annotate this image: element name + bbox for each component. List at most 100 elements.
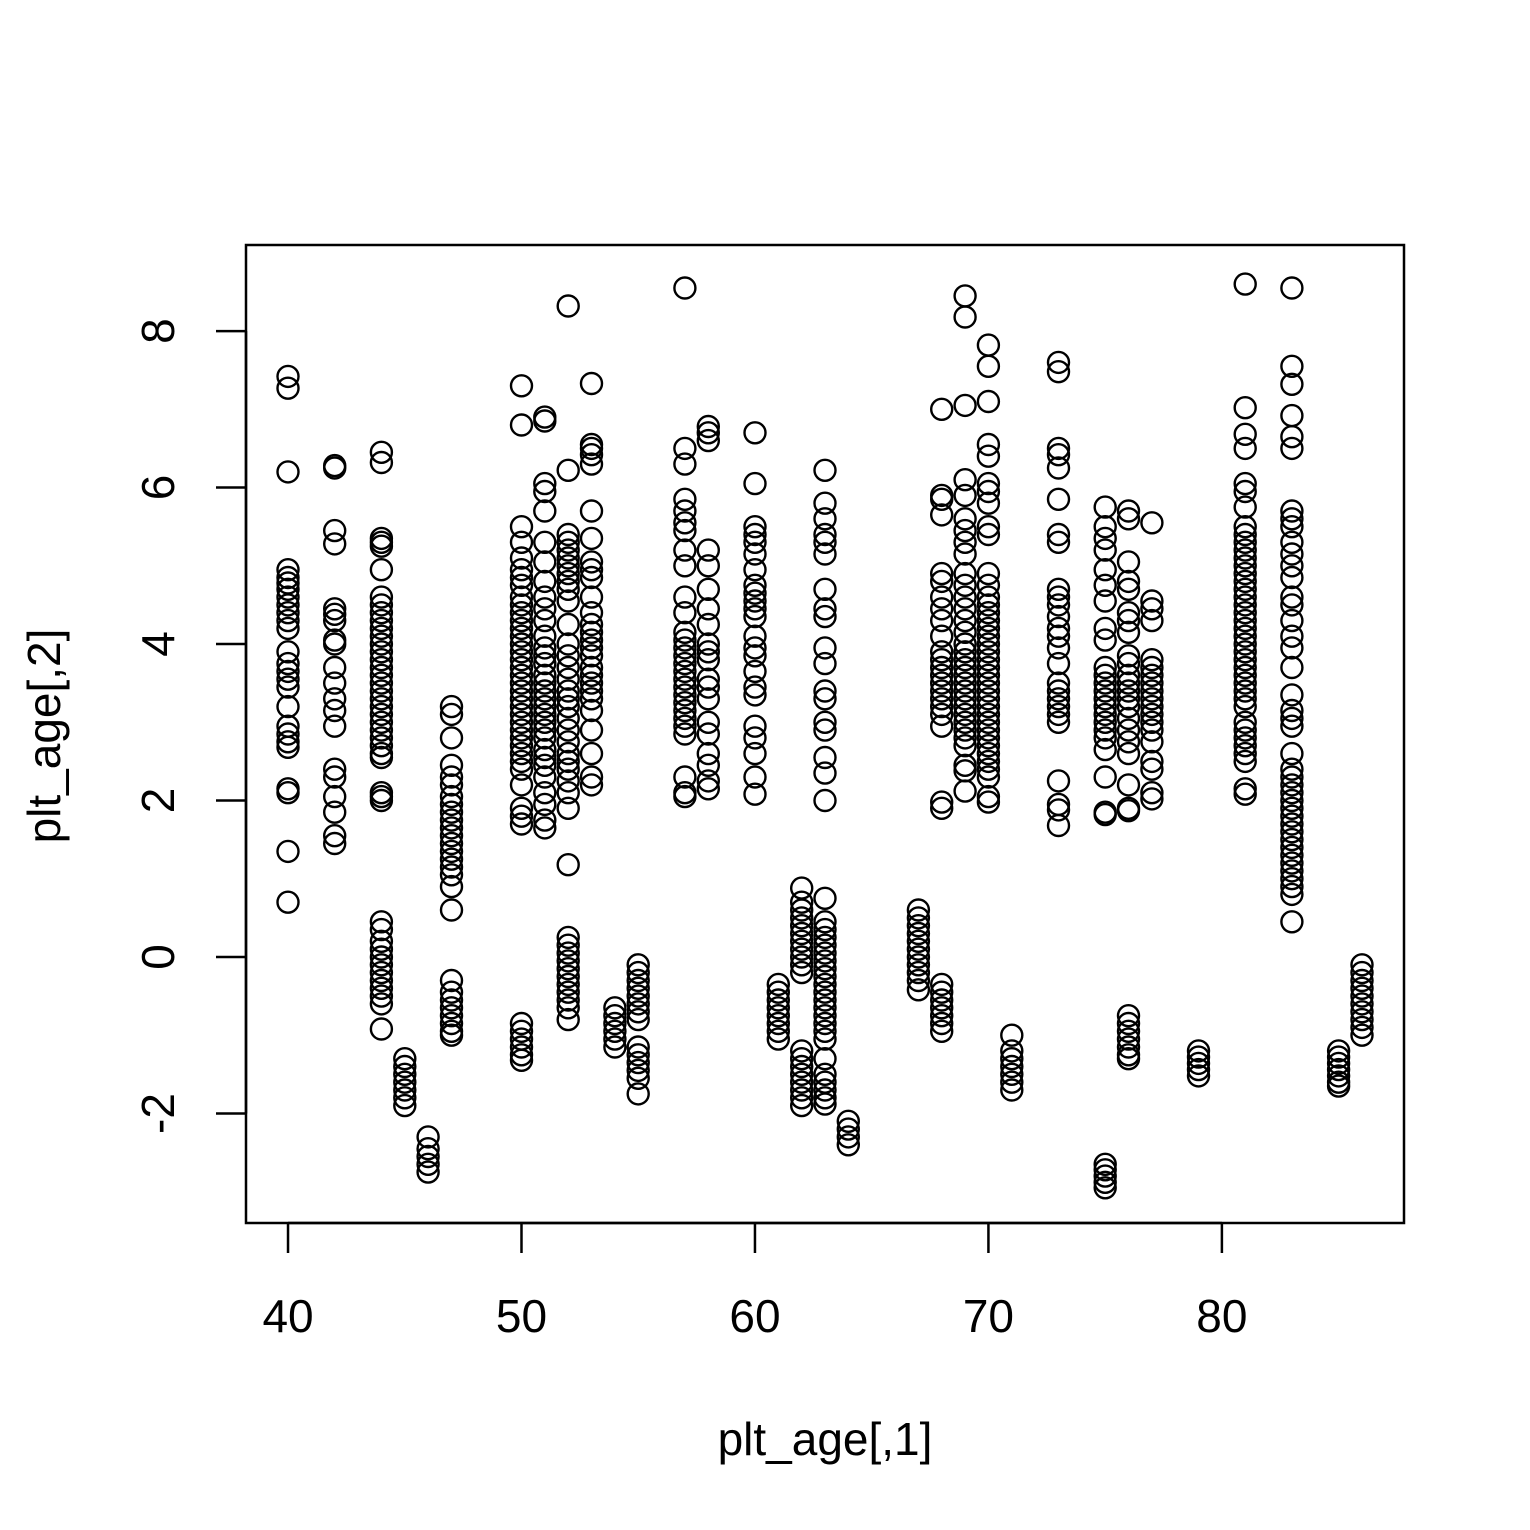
- data-point: [1116, 620, 1141, 644]
- data-point: [976, 444, 1001, 468]
- data-point: [1350, 984, 1374, 1008]
- data-point: [1326, 1074, 1351, 1098]
- data-point: [393, 1070, 417, 1094]
- data-point: [439, 784, 464, 809]
- data-point: [743, 741, 767, 766]
- data-point: [1093, 495, 1117, 519]
- data-point: [813, 996, 837, 1020]
- data-point: [1186, 1039, 1211, 1063]
- data-point: [976, 749, 1001, 774]
- data-point: [276, 577, 300, 601]
- data-point: [323, 714, 347, 738]
- data-point: [813, 761, 837, 785]
- x-tick-label: 60: [729, 1290, 780, 1342]
- data-point: [930, 503, 954, 527]
- data-point: [813, 964, 837, 989]
- data-point: [1186, 1045, 1211, 1069]
- data-point: [1093, 1170, 1117, 1195]
- data-point: [509, 585, 534, 609]
- data-point: [1233, 422, 1257, 446]
- data-point: [1233, 554, 1257, 578]
- data-point: [579, 628, 604, 652]
- data-point: [1280, 882, 1304, 907]
- data-point: [369, 624, 394, 648]
- data-point: [509, 624, 534, 648]
- data-point: [1280, 859, 1304, 883]
- data-point: [673, 675, 697, 699]
- data-point: [743, 675, 767, 699]
- data-point: [1093, 679, 1117, 703]
- data-point: [579, 765, 604, 789]
- data-point: [276, 608, 300, 633]
- data-point: [1280, 636, 1304, 660]
- points-layer: [276, 272, 1374, 1200]
- data-point: [976, 790, 1001, 814]
- data-point: [369, 440, 394, 464]
- data-point: [976, 616, 1001, 641]
- data-point: [626, 1043, 650, 1067]
- data-point: [1280, 372, 1304, 396]
- data-point: [1280, 698, 1304, 723]
- data-point: [1116, 687, 1141, 711]
- data-point: [439, 800, 464, 824]
- data-point: [626, 992, 650, 1016]
- data-point: [930, 671, 954, 695]
- data-point: [1116, 730, 1141, 754]
- data-point: [579, 526, 604, 551]
- data-point: [766, 972, 790, 997]
- data-point: [1116, 679, 1141, 703]
- data-point: [1116, 1046, 1141, 1071]
- data-point: [1116, 507, 1141, 531]
- data-point: [1093, 663, 1117, 687]
- data-point: [439, 898, 464, 922]
- data-point: [1280, 542, 1304, 566]
- data-point: [696, 722, 720, 746]
- data-point: [1140, 730, 1164, 754]
- data-point: [953, 640, 977, 664]
- data-point: [1116, 694, 1141, 719]
- data-point: [813, 949, 837, 973]
- data-point: [579, 558, 604, 582]
- data-point: [556, 972, 580, 997]
- data-point: [1116, 569, 1141, 594]
- data-point: [509, 374, 534, 398]
- data-point: [579, 698, 604, 723]
- data-point: [369, 679, 394, 703]
- data-point: [1233, 648, 1257, 672]
- data-point: [533, 687, 557, 711]
- data-point: [1046, 577, 1071, 601]
- data-point: [930, 1019, 954, 1044]
- data-point: [976, 471, 1001, 496]
- data-point: [976, 663, 1001, 687]
- data-point: [930, 988, 954, 1012]
- data-point: [953, 655, 977, 680]
- x-tick-label: 70: [963, 1290, 1014, 1342]
- data-point: [533, 753, 557, 777]
- data-point: [439, 996, 464, 1020]
- data-point: [579, 601, 604, 625]
- data-point: [766, 996, 790, 1020]
- data-point: [509, 1035, 534, 1059]
- data-point: [743, 597, 767, 621]
- data-point: [416, 1160, 440, 1184]
- data-point: [1093, 655, 1117, 680]
- data-point: [696, 667, 720, 691]
- data-point: [533, 569, 557, 594]
- data-point: [439, 980, 464, 1004]
- data-point: [766, 1027, 790, 1051]
- data-point: [673, 659, 697, 684]
- data-point: [1233, 479, 1257, 504]
- data-point: [323, 671, 347, 695]
- data-point: [976, 573, 1001, 597]
- data-point: [1046, 604, 1071, 629]
- data-point: [1350, 953, 1374, 977]
- data-point: [1140, 608, 1164, 633]
- data-point: [369, 745, 394, 770]
- data-point: [556, 706, 580, 731]
- data-point: [906, 945, 931, 969]
- data-point: [439, 1004, 464, 1028]
- data-point: [1093, 1176, 1117, 1200]
- data-point: [439, 847, 464, 871]
- data-point: [369, 960, 394, 985]
- data-point: [439, 824, 464, 848]
